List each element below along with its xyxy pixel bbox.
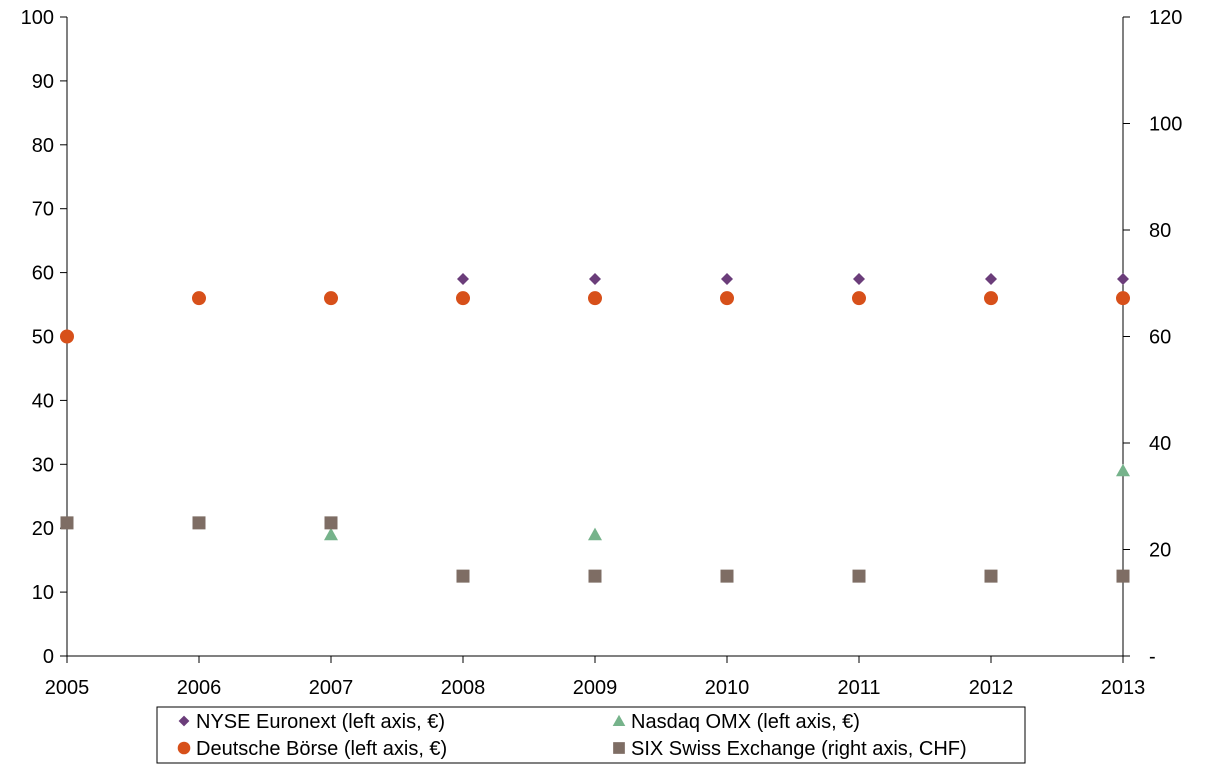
data-point-triangle: [324, 527, 338, 541]
data-point-circle: [588, 291, 602, 306]
data-point-circle: [60, 329, 74, 344]
legend-label: NYSE Euronext (left axis, €): [196, 711, 445, 733]
legend-marker-triangle: [612, 714, 626, 727]
data-point-square: [588, 569, 602, 583]
left-axis-tick-label: 20: [32, 518, 54, 540]
data-point-diamond: [457, 272, 469, 285]
data-point-circle: [324, 291, 338, 306]
left-axis-tick-label: 60: [32, 263, 54, 285]
left-axis-tick-label: 10: [32, 582, 54, 604]
left-axis-tick-label: 30: [32, 454, 54, 476]
data-point-circle: [192, 291, 206, 306]
data-point-diamond: [589, 272, 601, 285]
right-axis-tick-label: -: [1149, 646, 1156, 668]
data-point-circle: [852, 291, 866, 306]
left-axis-tick-label: 0: [43, 646, 54, 668]
left-axis-tick-label: 90: [32, 71, 54, 93]
legend-box: [156, 706, 1026, 764]
right-axis-tick-label: 60: [1149, 327, 1171, 349]
x-axis-tick-label: 2013: [1101, 677, 1146, 699]
data-point-circle: [1116, 291, 1130, 306]
left-axis-tick-label: 80: [32, 135, 54, 157]
x-axis-tick-label: 2009: [573, 677, 618, 699]
chart-marks: [60, 272, 1130, 583]
left-axis-tick-label: 100: [21, 7, 54, 29]
data-point-diamond: [721, 272, 733, 285]
x-axis-tick-label: 2010: [705, 677, 750, 699]
data-point-square: [984, 569, 998, 583]
x-axis-tick-label: 2007: [309, 677, 354, 699]
legend-label: SIX Swiss Exchange (right axis, CHF): [631, 738, 967, 760]
data-point-square: [60, 516, 74, 530]
legend-marker-diamond: [178, 715, 190, 727]
data-point-square: [456, 569, 470, 583]
x-axis-tick-label: 2012: [969, 677, 1014, 699]
x-axis-tick-label: 2006: [177, 677, 222, 699]
legend-label: Nasdaq OMX (left axis, €): [631, 711, 860, 733]
data-point-square: [720, 569, 734, 583]
data-point-diamond: [985, 272, 997, 285]
right-axis-tick-label: 40: [1149, 433, 1171, 455]
legend-marker-circle: [177, 741, 191, 755]
data-point-diamond: [1117, 272, 1129, 285]
chart-axes: 0 10 20 30 40 50 60 70 80 90 100 - 20 40 60 80 100 120 200…: [21, 7, 1183, 699]
data-point-diamond: [853, 272, 865, 285]
left-axis-tick-label: 70: [32, 199, 54, 221]
left-axis-tick-label: 50: [32, 327, 54, 349]
data-point-circle: [984, 291, 998, 306]
legend-label: Deutsche Börse (left axis, €): [196, 738, 447, 760]
legend-marker-square: [613, 742, 625, 754]
chart-legend: NYSE Euronext (left axis, €) Nasdaq OMX (…: [156, 706, 1026, 764]
data-point-square: [1116, 569, 1130, 583]
data-point-square: [324, 516, 338, 530]
left-axis-tick-label: 40: [32, 390, 54, 412]
x-axis-tick-label: 2005: [45, 677, 90, 699]
data-point-circle: [456, 291, 470, 306]
data-point-triangle: [1116, 463, 1130, 477]
right-axis-tick-label: 100: [1149, 114, 1182, 136]
data-point-square: [192, 516, 206, 530]
right-axis-tick-label: 20: [1149, 540, 1171, 562]
x-axis-tick-label: 2011: [837, 677, 880, 699]
data-point-square: [852, 569, 866, 583]
x-axis-tick-label: 2008: [441, 677, 486, 699]
data-point-circle: [720, 291, 734, 306]
right-axis-tick-label: 120: [1149, 7, 1182, 29]
right-axis-tick-label: 80: [1149, 220, 1171, 242]
data-point-triangle: [588, 527, 602, 541]
